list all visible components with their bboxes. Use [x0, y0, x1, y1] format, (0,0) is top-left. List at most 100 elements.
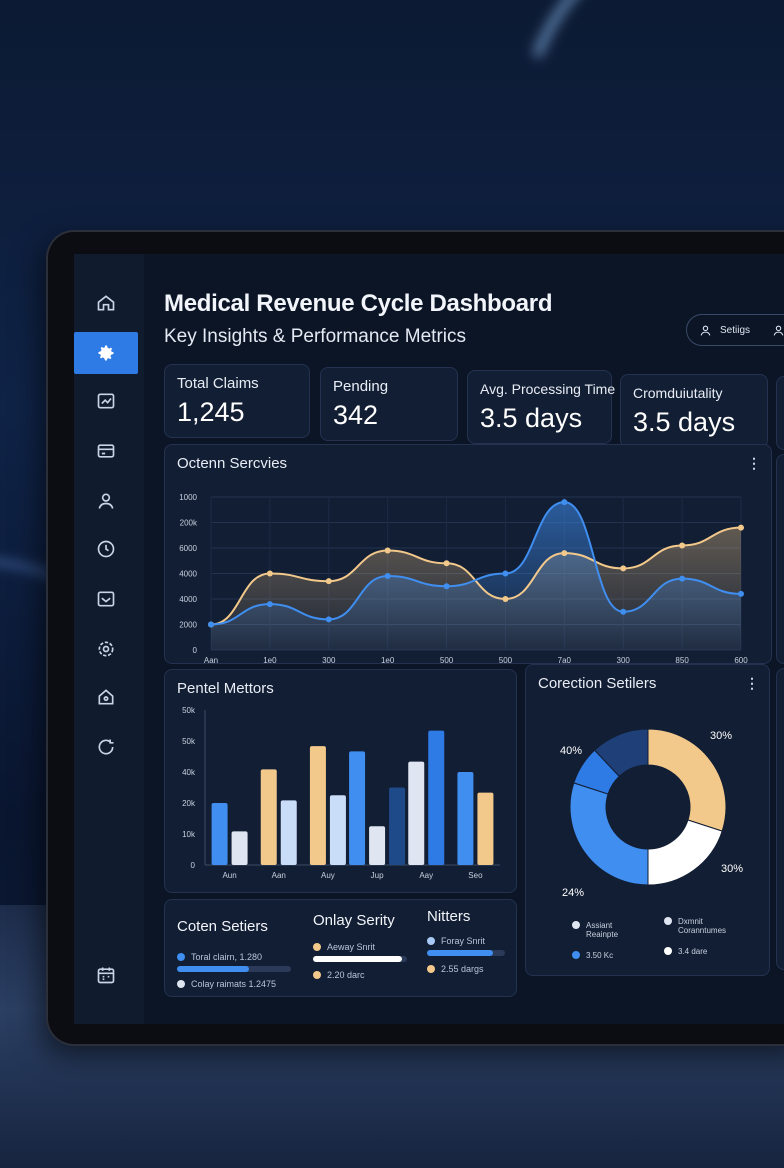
data-point: [502, 570, 509, 577]
gear-icon: [98, 345, 114, 361]
legend-dot: [572, 951, 580, 959]
page-subtitle: Key Insights & Performance Metrics: [164, 326, 466, 347]
dashboard-screen: Medical Revenue Cycle Dashboard Key Insi…: [74, 254, 784, 1024]
x-tick-label: Aan: [272, 871, 286, 880]
settings-button[interactable]: Setiigs: [686, 314, 784, 346]
bar: [309, 746, 326, 865]
sidebar-item-facility[interactable]: [74, 676, 138, 718]
y-tick-label: 40k: [182, 768, 196, 777]
donut-slice: [647, 728, 727, 832]
bar: [231, 831, 248, 865]
kpi-value: 3.5 days: [480, 403, 583, 433]
data-point: [443, 560, 450, 567]
x-tick-label: Aun: [222, 871, 236, 880]
donut-chart-card: Corection Setilers ⋮ 40% 30% 30% 24% Ass…: [525, 664, 770, 976]
summary-row: Toral clairn, 1.280: [177, 952, 262, 962]
data-point: [384, 573, 391, 580]
legend-dot: [664, 947, 672, 955]
summary-row-text: Foray Snrit: [441, 936, 486, 946]
sidebar-item-sync[interactable]: [74, 726, 138, 768]
donut-label: 30%: [721, 863, 744, 875]
sidebar-item-patients[interactable]: [74, 480, 138, 522]
home-icon: [97, 295, 115, 311]
donut-label: 40%: [560, 745, 583, 757]
more-menu-icon[interactable]: ⋮: [747, 455, 761, 471]
bar-chart-title: Pentel Mettors: [177, 680, 274, 697]
line-chart-card: Octenn Sercvies ⋮ 1000 200k 6000 4000 4000 20…: [164, 444, 772, 664]
kpi-card-pending[interactable]: Pending 342: [320, 367, 458, 441]
bar-chart: 50k 50k 40k 20k 10k 0 Aun Aan Auy Jup Aay Seo: [182, 706, 500, 880]
x-tick-label: Auy: [321, 871, 335, 880]
legend-text: Dxmnit Coranntumes: [678, 917, 727, 935]
kpi-card-4[interactable]: Cromduiutality 3.5 days: [620, 374, 768, 448]
status-dot: [427, 937, 435, 945]
series-area: [211, 502, 741, 650]
donut-slice: [647, 819, 723, 886]
y-tick-label: 1000: [179, 493, 197, 502]
more-menu-icon[interactable]: ⋮: [745, 675, 759, 691]
legend-item: Dxmnit Coranntumes: [664, 917, 726, 935]
summary-row: Aeway Snrit: [313, 942, 375, 952]
progress-fill: [427, 950, 494, 956]
x-tick-label: 1e0: [381, 656, 395, 663]
line-chart: 1000 200k 6000 4000 4000 2000 0 Aan 1e0 300 1e0 500…: [179, 493, 748, 663]
kpi-card-5[interactable]: [776, 376, 784, 450]
bar: [408, 761, 425, 865]
data-point: [208, 621, 214, 628]
y-tick-label: 0: [191, 861, 196, 870]
kpi-value: 342: [333, 400, 379, 430]
sidebar-item-preferences[interactable]: [74, 628, 138, 670]
x-tick-label: Seo: [468, 871, 483, 880]
x-tick-label: 850: [675, 656, 689, 663]
data-point: [325, 578, 332, 585]
chart-icon: [97, 393, 115, 409]
sidebar-item-inbox[interactable]: [74, 578, 138, 620]
kpi-value: 3.5 days: [633, 407, 736, 437]
summary-row: 2.55 dargs: [427, 964, 484, 974]
x-tick-label: 7a0: [558, 656, 572, 663]
data-point: [738, 590, 744, 597]
clock-icon: [97, 540, 115, 558]
bar-chart-card: Pentel Mettors 50k 50k 40k 20k 10k 0 Aun Aan Auy…: [164, 669, 517, 893]
page-title: Medical Revenue Cycle Dashboard: [164, 290, 553, 317]
kpi-card-total-claims[interactable]: Total Claims 1,245: [164, 364, 310, 438]
donut-chart: [569, 728, 727, 886]
bar: [329, 795, 346, 865]
bar: [211, 803, 228, 865]
y-tick-label: 0: [193, 646, 198, 655]
data-point: [443, 583, 450, 590]
legend-item: 3.4 dare: [664, 947, 707, 956]
status-dot: [177, 980, 185, 988]
status-dot: [177, 953, 185, 961]
progress-fill: [177, 966, 249, 972]
y-tick-label: 4000: [179, 570, 197, 579]
profile-icon: [773, 325, 784, 336]
progress-fill: [313, 956, 403, 962]
main-content: Medical Revenue Cycle Dashboard Key Insi…: [144, 254, 784, 1024]
summary-row-text: 2.20 darc: [327, 970, 365, 980]
card-icon: [97, 444, 115, 458]
user-icon: [700, 325, 711, 336]
refresh-icon: [98, 739, 114, 755]
x-tick-label: 1e0: [263, 656, 277, 663]
sidebar-item-settings[interactable]: [74, 332, 138, 374]
kpi-card-avg-processing-time[interactable]: Avg. Processing Time 3.5 days: [467, 370, 615, 444]
y-tick-label: 6000: [179, 544, 197, 553]
side-card-right: [776, 454, 784, 664]
sidebar-item-home[interactable]: [74, 282, 138, 324]
sidebar-item-billing[interactable]: [74, 430, 138, 472]
status-dot: [427, 965, 435, 973]
donut-label: 30%: [710, 730, 733, 742]
inbox-icon: [97, 591, 115, 607]
x-tick-label: Aan: [204, 656, 218, 663]
y-tick-label: 50k: [182, 737, 196, 746]
sidebar-item-calendar[interactable]: [74, 954, 138, 996]
y-tick-label: 4000: [179, 595, 197, 604]
donut-label: 24%: [562, 887, 585, 899]
sidebar-item-history[interactable]: [74, 528, 138, 570]
status-dot: [313, 943, 321, 951]
sidebar-item-analytics[interactable]: [74, 380, 138, 422]
settings-icon: [98, 641, 114, 657]
calendar-icon: [97, 967, 115, 984]
summary-title: Nitters: [427, 908, 471, 925]
